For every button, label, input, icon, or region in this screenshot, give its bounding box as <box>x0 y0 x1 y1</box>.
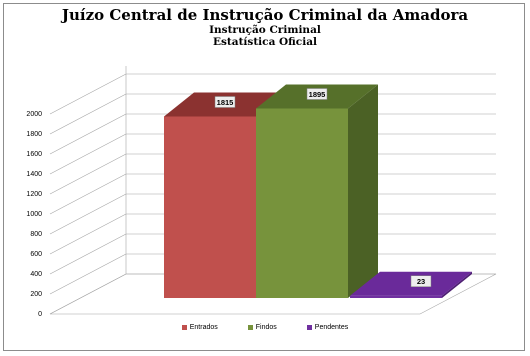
bar-side-findos <box>348 84 378 298</box>
legend-item-pendentes: Pendentes <box>306 324 349 331</box>
grid-diagonal-1800 <box>49 93 127 135</box>
data-label-pendentes: 23 <box>417 277 425 286</box>
chart-legend: Entrados Findos Pendentes <box>0 324 530 331</box>
grid-diagonal-1200 <box>49 153 127 195</box>
grid-diagonal-1000 <box>49 173 127 215</box>
grid-diagonal-200 <box>49 253 127 295</box>
data-label-entrados: 1815 <box>217 98 234 107</box>
legend-swatch-pendentes <box>306 325 312 330</box>
data-label-findos: 1895 <box>309 90 326 99</box>
grid-diagonal-600 <box>49 213 127 255</box>
grid-diagonal-800 <box>49 193 127 235</box>
bar-findos <box>256 108 348 298</box>
y-tick-label-1200: 1200 <box>26 191 42 198</box>
y-tick-label-600: 600 <box>30 251 42 258</box>
chart-title: Juízo Central de Instrução Criminal da A… <box>61 6 469 24</box>
y-tick-label-1400: 1400 <box>26 171 42 178</box>
y-tick-label-1800: 1800 <box>26 131 42 138</box>
grid-diagonal-1600 <box>49 113 127 155</box>
y-tick-label-0: 0 <box>38 311 42 318</box>
y-tick-label-800: 800 <box>30 231 42 238</box>
y-tick-label-1600: 1600 <box>26 151 42 158</box>
y-tick-label-1000: 1000 <box>26 211 42 218</box>
legend-item-entrados: Entrados <box>181 324 218 331</box>
y-tick-label-200: 200 <box>30 291 42 298</box>
chart-subtitle-2: Estatística Oficial <box>213 36 317 48</box>
legend-label-entrados: Entrados <box>189 324 218 331</box>
grid-diagonal-400 <box>49 233 127 275</box>
legend-swatch-entrados <box>181 325 187 330</box>
legend-swatch-findos <box>247 325 253 330</box>
y-tick-label-400: 400 <box>30 271 42 278</box>
bar-pendentes <box>350 295 442 298</box>
data-label-box-findos <box>306 88 328 100</box>
chart-floor <box>49 273 497 315</box>
grid-diagonal-1400 <box>49 133 127 175</box>
data-label-box-entrados <box>214 96 236 108</box>
bar-side-pendentes <box>442 271 472 298</box>
legend-label-pendentes: Pendentes <box>314 324 349 331</box>
chart-subtitle-1: Instrução Criminal <box>209 24 321 36</box>
data-label-box-pendentes <box>410 275 432 287</box>
legend-label-findos: Findos <box>255 324 277 331</box>
chart-titles: Juízo Central de Instrução Criminal da A… <box>0 6 530 48</box>
y-tick-label-2000: 2000 <box>26 111 42 118</box>
grid-diagonal-2000 <box>49 73 127 115</box>
bar-entrados <box>164 116 256 298</box>
legend-item-findos: Findos <box>247 324 277 331</box>
